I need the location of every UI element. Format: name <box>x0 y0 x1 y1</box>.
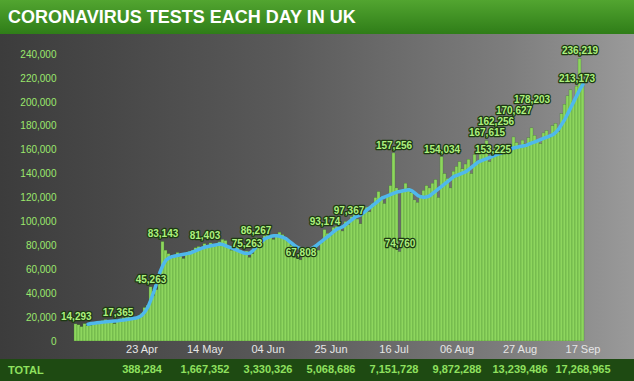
svg-text:140,000: 140,000 <box>20 168 57 179</box>
svg-text:25 Jun: 25 Jun <box>314 343 347 355</box>
svg-text:100,000: 100,000 <box>20 216 57 227</box>
svg-text:236,219: 236,219 <box>562 45 599 56</box>
svg-text:213,173: 213,173 <box>559 73 596 84</box>
svg-text:153,225: 153,225 <box>475 144 512 155</box>
svg-text:180,000: 180,000 <box>20 120 57 131</box>
svg-text:240,000: 240,000 <box>20 49 57 60</box>
svg-text:06 Aug: 06 Aug <box>440 343 474 355</box>
svg-text:17 Sep: 17 Sep <box>566 343 601 355</box>
svg-text:200,000: 200,000 <box>20 97 57 108</box>
svg-text:5,068,686: 5,068,686 <box>307 363 356 375</box>
svg-text:154,034: 154,034 <box>424 144 461 155</box>
svg-text:0: 0 <box>51 336 57 347</box>
svg-text:40,000: 40,000 <box>26 288 57 299</box>
svg-text:3,330,326: 3,330,326 <box>244 363 293 375</box>
svg-text:167,615: 167,615 <box>469 127 506 138</box>
svg-text:04 Jun: 04 Jun <box>251 343 284 355</box>
svg-text:17,365: 17,365 <box>103 307 134 318</box>
svg-text:178,203: 178,203 <box>514 94 551 105</box>
svg-text:7,151,728: 7,151,728 <box>370 363 419 375</box>
svg-text:388,284: 388,284 <box>122 363 163 375</box>
svg-text:83,143: 83,143 <box>148 228 179 239</box>
svg-text:170,627: 170,627 <box>496 105 533 116</box>
svg-text:13,239,486: 13,239,486 <box>492 363 547 375</box>
svg-text:67,808: 67,808 <box>286 247 317 258</box>
svg-text:14 May: 14 May <box>187 343 224 355</box>
svg-text:20,000: 20,000 <box>26 312 57 323</box>
svg-text:162,256: 162,256 <box>478 116 515 127</box>
svg-text:120,000: 120,000 <box>20 192 57 203</box>
svg-text:220,000: 220,000 <box>20 73 57 84</box>
svg-text:14,293: 14,293 <box>61 311 92 322</box>
svg-text:160,000: 160,000 <box>20 144 57 155</box>
svg-text:16 Jul: 16 Jul <box>379 343 408 355</box>
svg-text:97,367: 97,367 <box>334 205 365 216</box>
svg-text:17,268,965: 17,268,965 <box>555 363 610 375</box>
svg-text:45,263: 45,263 <box>136 274 167 285</box>
html-text:TOTAL: TOTAL <box>8 364 44 376</box>
svg-text:23 Apr: 23 Apr <box>126 343 158 355</box>
svg-text:9,872,288: 9,872,288 <box>433 363 482 375</box>
html-text:CORONAVIRUS TESTS EACH DAY IN: CORONAVIRUS TESTS EACH DAY IN UK <box>8 7 356 27</box>
svg-text:1,667,352: 1,667,352 <box>181 363 230 375</box>
svg-text:75,263: 75,263 <box>232 238 263 249</box>
svg-text:157,256: 157,256 <box>376 140 413 151</box>
svg-text:81,403: 81,403 <box>190 230 221 241</box>
svg-text:80,000: 80,000 <box>26 240 57 251</box>
svg-text:27 Aug: 27 Aug <box>503 343 537 355</box>
svg-text:86,267: 86,267 <box>241 225 272 236</box>
svg-text:60,000: 60,000 <box>26 264 57 275</box>
svg-text:74,760: 74,760 <box>385 238 416 249</box>
svg-text:93,174: 93,174 <box>310 216 341 227</box>
